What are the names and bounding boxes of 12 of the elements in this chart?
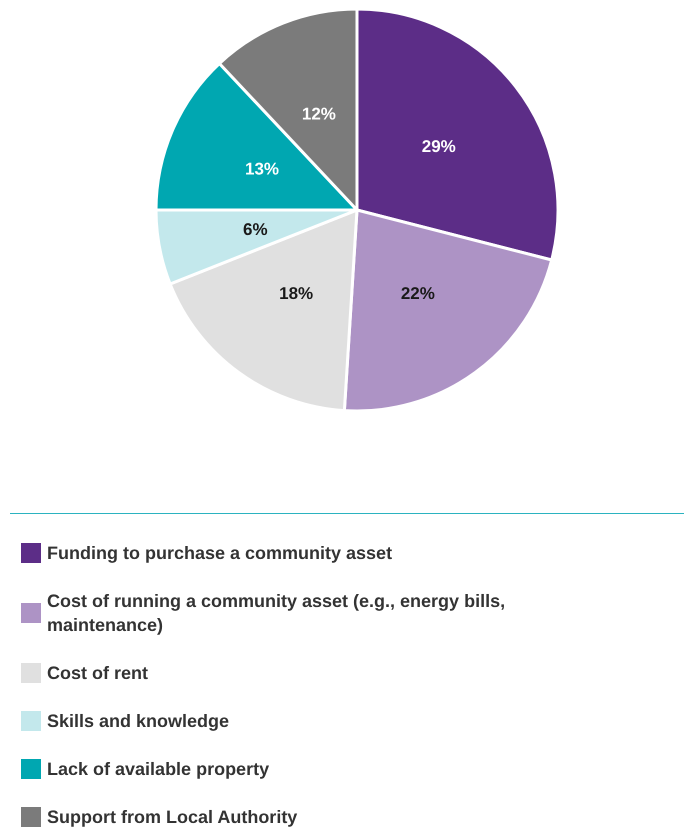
data-label: 18%	[279, 284, 314, 304]
legend-label: Support from Local Authority	[47, 807, 298, 827]
legend-label: Lack of available property	[47, 759, 270, 779]
data-label: 12%	[302, 104, 336, 124]
legend-label: Cost of rent	[47, 663, 148, 683]
data-label: 6%	[243, 220, 268, 239]
data-label: 13%	[244, 159, 280, 178]
legend-label: Funding to purchase a community asset	[47, 543, 392, 563]
data-label: 22%	[400, 284, 435, 304]
legend-label: Skills and knowledge	[47, 711, 230, 731]
legend-label: Cost of running a community asset (e.g., energy bills, maintenance)	[47, 591, 510, 635]
data-label: 29%	[422, 137, 456, 156]
